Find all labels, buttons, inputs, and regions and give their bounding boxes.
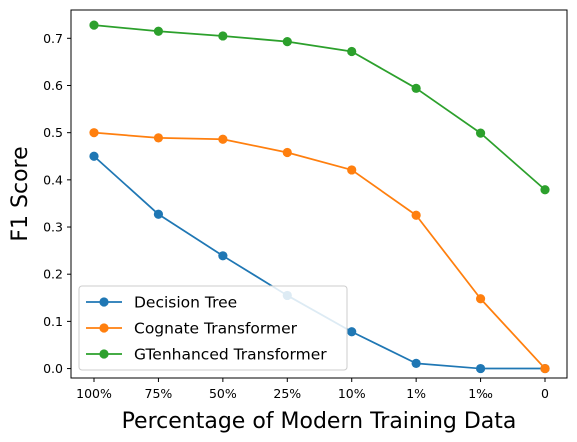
x-tick-label: 25% <box>273 386 301 401</box>
y-tick-label: 0.7 <box>43 31 63 46</box>
legend-label: GTenhanced Transformer <box>134 346 327 364</box>
x-axis-title: Percentage of Modern Training Data <box>122 409 517 434</box>
data-point <box>218 134 228 144</box>
series-2 <box>89 128 550 374</box>
x-tick-label: 50% <box>209 386 237 401</box>
data-point <box>89 151 99 161</box>
legend-frame <box>78 285 348 371</box>
data-point <box>411 210 421 220</box>
y-axis-title: F1 Score <box>8 146 33 241</box>
legend-label: Cognate Transformer <box>134 320 298 338</box>
data-point <box>89 20 99 30</box>
y-tick-label: 0.6 <box>43 78 63 93</box>
legend: Decision Tree Cognate Transformer GTenhanc… <box>78 285 348 371</box>
data-point <box>347 327 357 337</box>
legend-entries: Decision Tree Cognate Transformer GTenhanc… <box>86 294 327 364</box>
data-point <box>475 128 486 138</box>
x-tick-label: 1% <box>406 386 426 401</box>
y-tick-label: 0.1 <box>43 314 63 329</box>
y-tick-label: 0.2 <box>43 267 63 282</box>
data-point <box>347 165 357 175</box>
data-point <box>347 46 357 57</box>
plot-frame <box>70 9 568 379</box>
series-3 <box>89 20 550 195</box>
data-point <box>540 363 550 374</box>
data-point <box>475 363 486 374</box>
y-tick-label: 0.5 <box>43 125 63 140</box>
y-tick-label: 0.4 <box>43 172 63 187</box>
data-point <box>153 209 164 219</box>
x-tick-label: 1‰ <box>468 386 493 401</box>
legend-label: Decision Tree <box>134 294 237 312</box>
x-tick-label: 10% <box>338 386 366 401</box>
data-point <box>540 185 550 195</box>
data-point <box>153 133 164 143</box>
data-point <box>89 128 99 138</box>
y-tick-label: 0.0 <box>43 361 63 376</box>
data-point <box>411 83 421 93</box>
x-tick-label: 75% <box>145 386 173 401</box>
data-point <box>411 358 421 368</box>
data-point <box>282 147 292 158</box>
y-axis: 0.0 0.1 0.2 0.3 0.4 0.5 0.6 0.7 <box>43 31 71 376</box>
series-line <box>93 24 546 191</box>
data-point <box>282 37 292 47</box>
data-point <box>475 294 486 304</box>
x-tick-label: 100% <box>76 386 112 401</box>
data-point <box>218 251 228 261</box>
data-point <box>153 26 164 36</box>
y-tick-label: 0.3 <box>43 220 63 235</box>
legend-marker <box>99 297 109 307</box>
x-axis: 100% 75% 50% 25% 10% 1% 1‰ 0 <box>76 378 549 401</box>
series-line <box>93 131 546 370</box>
data-point <box>218 31 228 41</box>
legend-marker <box>99 349 109 359</box>
x-tick-label: 0 <box>541 386 549 401</box>
legend-marker <box>99 323 109 333</box>
series-layer <box>89 20 550 374</box>
